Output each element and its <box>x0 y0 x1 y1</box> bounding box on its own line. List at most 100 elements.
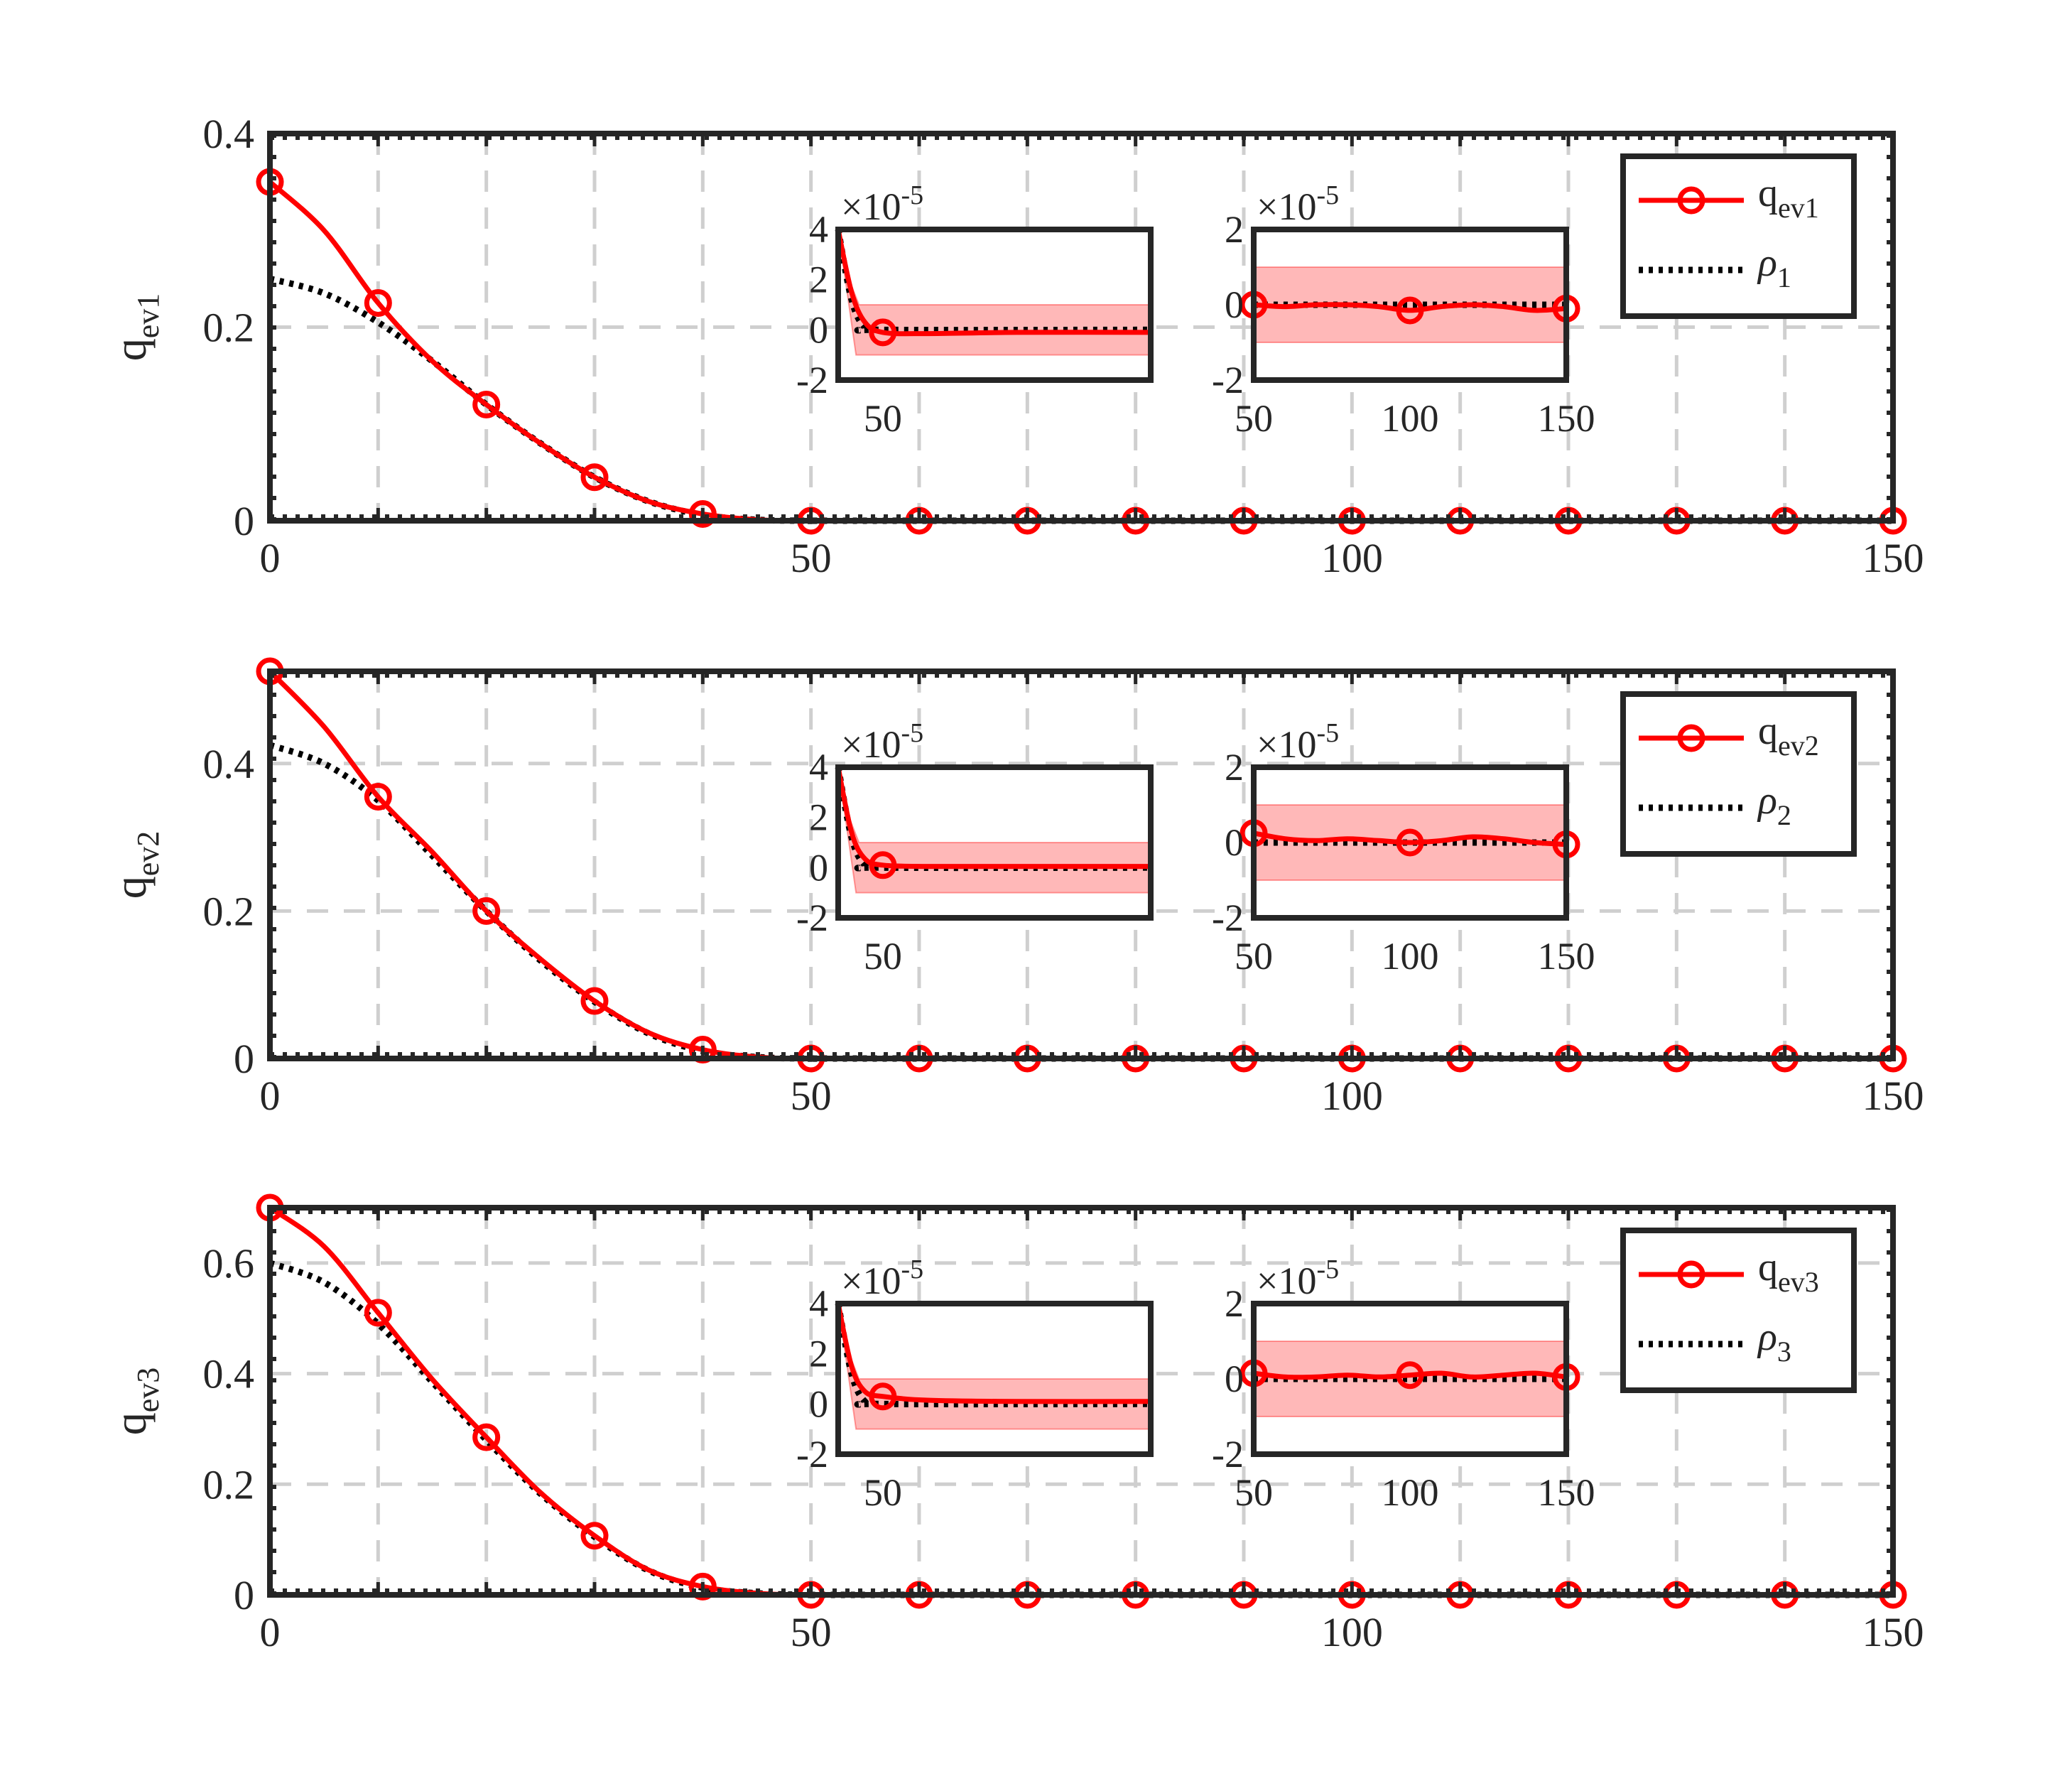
inset-2: 2 0 -250 100 150 ×10-5 <box>1212 718 1595 978</box>
inset-y-tick-label: -2 <box>1212 1433 1244 1476</box>
y-axis-label: qev2 <box>105 831 166 899</box>
y-tick-label: 0.6 <box>203 1240 255 1287</box>
inset-box <box>835 764 1154 921</box>
inset-x-tick-label: 150 <box>1538 397 1595 440</box>
legend-q-label: qev1 <box>1758 171 1819 224</box>
inset-box <box>1251 764 1569 921</box>
series-q-marker <box>472 1423 501 1451</box>
legend-q-marker <box>1677 186 1705 215</box>
y-tick-label: 0.4 <box>203 1351 255 1397</box>
legend-q-label: qev2 <box>1758 709 1819 762</box>
inset-x-tick-label: 50 <box>1235 1471 1273 1514</box>
inset-y-tick-label: 2 <box>809 796 828 839</box>
legend-q-marker <box>1677 724 1705 752</box>
inset-q-marker <box>869 318 897 347</box>
y-tick-label: 0.2 <box>203 888 255 934</box>
inset-q-marker <box>1396 828 1424 857</box>
inset-q-line <box>1253 302 1567 313</box>
inset-y-tick-label: -2 <box>1212 359 1244 401</box>
inset-y-tick-label: -2 <box>1212 897 1244 939</box>
legend-box <box>1620 153 1857 319</box>
inset-y-tick-label: 2 <box>809 1333 828 1375</box>
series-q-marker <box>364 288 392 317</box>
inset-y-tick-label: -2 <box>796 897 828 939</box>
inset-exponent-label: ×10-5 <box>1257 180 1339 228</box>
inset-y-tick-label: 4 <box>809 1282 828 1325</box>
inset-y-tick-label: 0 <box>1225 821 1244 864</box>
y-tick-label: 0 <box>234 1572 254 1618</box>
inset-exponent-label: ×10-5 <box>841 180 923 228</box>
x-tick-label: 0 <box>260 1609 281 1655</box>
x-tick-label: 50 <box>791 1609 832 1655</box>
inset-bg <box>838 229 1151 380</box>
inset-y-tick-label: 0 <box>1225 283 1244 326</box>
series-q-marker <box>688 1572 717 1601</box>
inset-y-tick-label: 4 <box>809 746 828 789</box>
y-tick-label: 0.2 <box>203 1461 255 1507</box>
inset-y-tick-label: 2 <box>1225 1282 1244 1325</box>
inset-y-tick-label: 2 <box>809 259 828 301</box>
inset-y-tick-label: 2 <box>1225 746 1244 789</box>
axes-box <box>267 131 1896 524</box>
inset-1: 4 2 0 -2 50 ×10-5 <box>796 180 1154 440</box>
inset-q-marker <box>869 851 897 879</box>
inset-y-tick-label: -2 <box>796 1433 828 1476</box>
axes-box <box>267 668 1896 1061</box>
series-q-marker <box>364 782 392 811</box>
inset-1: 4 2 0 -2 50 ×10-5 <box>796 718 1154 978</box>
inset-y-tick-label: 2 <box>1225 208 1244 251</box>
inset-y-tick-label: -2 <box>796 359 828 401</box>
y-axis-label: qev3 <box>105 1368 166 1436</box>
inset-2: 2 0 -250 100 150 ×10-5 <box>1212 180 1595 440</box>
inset-q-line <box>1253 830 1567 848</box>
inset-x-tick-label: 100 <box>1382 397 1439 440</box>
legend-rho-label: ρ2 <box>1757 779 1791 831</box>
legend-box <box>1620 1228 1857 1393</box>
x-tick-label: 0 <box>260 1073 281 1119</box>
inset-y-tick-label: 0 <box>809 308 828 351</box>
y-tick-label: 0.2 <box>203 305 255 351</box>
x-tick-label: 50 <box>791 1073 832 1119</box>
inset-exponent-label: ×10-5 <box>1257 718 1339 766</box>
panel-1: 0 50 100 15000.20.4qev1qev1ρ1420-250×10-520… <box>105 111 1924 581</box>
inset-bg <box>838 767 1151 918</box>
series-q-marker <box>688 499 717 528</box>
x-tick-label: 100 <box>1321 1609 1383 1655</box>
inset-exponent-label: ×10-5 <box>1257 1255 1339 1302</box>
series-q-marker <box>580 463 609 492</box>
axes-box <box>267 1205 1896 1598</box>
inset-exponent-label: ×10-5 <box>841 718 923 766</box>
inset-x-tick-label: 50 <box>864 935 902 978</box>
x-tick-label: 150 <box>1862 1609 1924 1655</box>
inset-q-marker <box>1396 296 1424 325</box>
inset-x-tick-label: 50 <box>1235 935 1273 978</box>
inset-q-marker <box>1396 1361 1424 1390</box>
inset-x-tick-label: 50 <box>864 1471 902 1514</box>
inset-box <box>1251 227 1569 383</box>
inset-y-tick-label: 4 <box>809 208 828 251</box>
x-tick-label: 50 <box>791 535 832 581</box>
inset-y-tick-label: 0 <box>809 846 828 889</box>
inset-x-tick-label: 50 <box>864 397 902 440</box>
inset-x-tick-label: 150 <box>1538 1471 1595 1514</box>
inset-box <box>835 1301 1154 1457</box>
y-tick-label: 0.4 <box>203 741 255 787</box>
series-q-marker <box>580 1522 609 1550</box>
legend-rho-label: ρ1 <box>1757 241 1791 293</box>
x-tick-label: 0 <box>260 535 281 581</box>
inset-1: 4 2 0 -2 50 ×10-5 <box>796 1255 1154 1514</box>
inset-x-tick-label: 50 <box>1235 397 1273 440</box>
y-tick-label: 0.4 <box>203 111 255 157</box>
inset-band <box>837 767 1151 894</box>
inset-x-tick-label: 150 <box>1538 935 1595 978</box>
y-tick-label: 0 <box>234 498 254 544</box>
inset-box <box>835 227 1154 383</box>
x-tick-label: 100 <box>1321 535 1383 581</box>
y-axis-label: qev1 <box>105 293 166 362</box>
inset-band <box>837 229 1151 356</box>
inset-bg <box>838 1304 1151 1454</box>
inset-exponent-label: ×10-5 <box>841 1255 923 1302</box>
panel-2: 0 50 100 15000.20.4qev2qev2ρ2420-250×10-520… <box>105 657 1924 1119</box>
legend-box <box>1620 691 1857 857</box>
